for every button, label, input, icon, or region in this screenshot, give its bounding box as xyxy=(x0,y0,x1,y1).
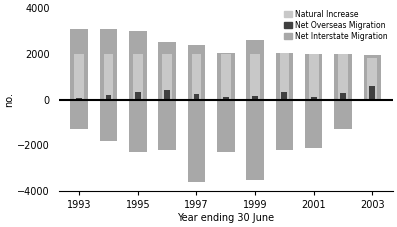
Legend: Natural Increase, Net Overseas Migration, Net Interstate Migration: Natural Increase, Net Overseas Migration… xyxy=(283,8,389,42)
Bar xyxy=(158,42,176,100)
Bar xyxy=(246,100,264,180)
Bar xyxy=(338,54,348,100)
Bar xyxy=(334,100,352,129)
Bar xyxy=(100,100,118,141)
Bar xyxy=(276,53,293,100)
Bar xyxy=(194,94,199,100)
Bar xyxy=(217,100,235,152)
Bar xyxy=(217,53,235,100)
Bar xyxy=(104,54,114,100)
Bar xyxy=(334,54,352,100)
Bar xyxy=(192,54,201,100)
Bar xyxy=(276,100,293,150)
Bar xyxy=(305,100,322,148)
Bar xyxy=(129,31,146,100)
Bar xyxy=(188,100,205,182)
X-axis label: Year ending 30 June: Year ending 30 June xyxy=(177,213,274,223)
Bar xyxy=(368,59,377,100)
Bar xyxy=(311,97,317,100)
Bar xyxy=(369,86,375,100)
Bar xyxy=(279,53,289,100)
Bar xyxy=(364,55,381,100)
Bar xyxy=(250,54,260,100)
Bar xyxy=(162,54,172,100)
Bar xyxy=(305,54,322,100)
Bar xyxy=(340,93,346,100)
Bar xyxy=(106,95,112,100)
Bar xyxy=(74,54,84,100)
Bar xyxy=(70,100,88,129)
Bar xyxy=(252,96,258,100)
Bar xyxy=(135,92,141,100)
Bar xyxy=(129,100,146,152)
Bar xyxy=(76,99,82,100)
Bar xyxy=(364,100,381,101)
Bar xyxy=(133,54,143,100)
Bar xyxy=(281,92,287,100)
Bar xyxy=(100,29,118,100)
Bar xyxy=(246,40,264,100)
Bar xyxy=(158,100,176,150)
Bar xyxy=(223,97,229,100)
Y-axis label: no.: no. xyxy=(4,92,14,107)
Bar xyxy=(164,90,170,100)
Bar xyxy=(70,29,88,100)
Bar xyxy=(221,54,231,100)
Bar xyxy=(309,54,318,100)
Bar xyxy=(188,45,205,100)
